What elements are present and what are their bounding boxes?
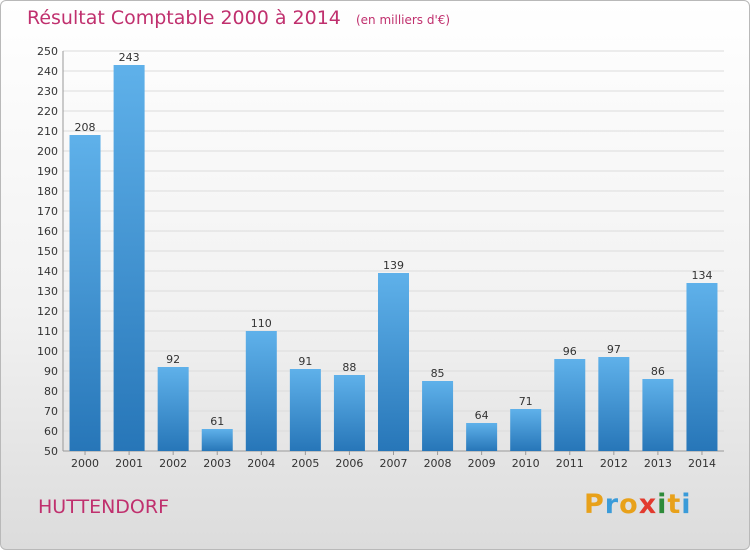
- logo-letter: x: [638, 489, 658, 520]
- y-tick-label: 230: [37, 85, 58, 98]
- x-tick-label-2013: 2013: [644, 457, 672, 470]
- y-tick-label: 220: [37, 105, 58, 118]
- x-tick-label-2001: 2001: [115, 457, 143, 470]
- chart-subtitle: (en milliers d'€): [355, 13, 451, 27]
- x-tick-label-2014: 2014: [688, 457, 716, 470]
- logo-letter: o: [619, 489, 639, 520]
- y-tick-label: 130: [37, 285, 58, 298]
- bar-2009: [466, 423, 498, 451]
- proxiti-logo: Proxiti: [584, 489, 692, 520]
- bar-2000: [69, 135, 101, 451]
- value-label-2005: 91: [298, 355, 312, 368]
- value-label-2011: 96: [563, 345, 577, 358]
- value-label-2007: 139: [383, 259, 404, 272]
- y-tick-label: 140: [37, 265, 58, 278]
- value-label-2002: 92: [166, 353, 180, 366]
- x-tick-label-2012: 2012: [600, 457, 628, 470]
- labels: 50 60 70 80 90 100 110 120 130 140 150 160 170 180 190…: [37, 45, 716, 470]
- bar-2008: [422, 381, 454, 451]
- y-tick-label: 60: [44, 425, 58, 438]
- value-label-2012: 97: [607, 343, 621, 356]
- y-tick-label: 70: [44, 405, 58, 418]
- bar-2002: [157, 367, 189, 451]
- x-tick-label-2002: 2002: [159, 457, 187, 470]
- y-tick-label: 210: [37, 125, 58, 138]
- value-label-2001: 243: [119, 51, 140, 64]
- bar-2004: [245, 331, 277, 451]
- value-label-2004: 110: [251, 317, 272, 330]
- y-tick-label: 100: [37, 345, 58, 358]
- y-tick-label: 240: [37, 65, 58, 78]
- bar-2011: [554, 359, 586, 451]
- chart-title: Résultat Comptable 2000 à 2014: [27, 7, 341, 29]
- bar-2013: [642, 379, 674, 451]
- y-tick-label: 180: [37, 185, 58, 198]
- logo-letter: i: [681, 489, 692, 520]
- bar-2006: [333, 375, 365, 451]
- x-tick-label-2005: 2005: [291, 457, 319, 470]
- x-tick-label-2008: 2008: [424, 457, 452, 470]
- bars: [69, 65, 718, 451]
- bar-2007: [378, 273, 409, 451]
- logo-letter: t: [667, 489, 682, 520]
- value-label-2006: 88: [342, 361, 356, 374]
- y-tick-label: 160: [37, 225, 58, 238]
- value-label-2000: 208: [75, 121, 96, 134]
- y-tick-label: 150: [37, 245, 58, 258]
- y-tick-label: 80: [44, 385, 58, 398]
- x-tick-label-2007: 2007: [380, 457, 408, 470]
- value-label-2003: 61: [210, 415, 224, 428]
- x-tick-label-2003: 2003: [203, 457, 231, 470]
- bar-2012: [598, 357, 630, 451]
- y-tick-label: 200: [37, 145, 58, 158]
- commune-name: HUTTENDORF: [38, 496, 170, 518]
- y-tick-label: 110: [37, 325, 58, 338]
- y-tick-label: 90: [44, 365, 58, 378]
- value-label-2013: 86: [651, 365, 665, 378]
- bar-2005: [289, 369, 321, 451]
- value-label-2008: 85: [431, 367, 445, 380]
- y-tick-label: 190: [37, 165, 58, 178]
- logo-letter: P: [584, 489, 605, 520]
- y-tick-label: 120: [37, 305, 58, 318]
- y-tick-label: 170: [37, 205, 58, 218]
- bar-2001: [113, 65, 145, 451]
- bar-2010: [510, 409, 542, 451]
- x-tick-label-2004: 2004: [247, 457, 275, 470]
- bar-2014: [686, 283, 718, 451]
- x-tick-label-2010: 2010: [512, 457, 540, 470]
- x-tick-label-2009: 2009: [468, 457, 496, 470]
- value-label-2014: 134: [691, 269, 712, 282]
- chart-title-row: Résultat Comptable 2000 à 2014 (en milli…: [27, 7, 450, 29]
- logo-letter: i: [657, 489, 668, 520]
- x-tick-label-2011: 2011: [556, 457, 584, 470]
- y-tick-label: 250: [37, 45, 58, 58]
- bar-2003: [201, 429, 233, 451]
- x-tick-label-2000: 2000: [71, 457, 99, 470]
- value-label-2009: 64: [475, 409, 489, 422]
- value-label-2010: 71: [519, 395, 533, 408]
- x-tick-label-2006: 2006: [335, 457, 363, 470]
- logo-letter: r: [604, 489, 620, 520]
- y-tick-label: 50: [44, 445, 58, 458]
